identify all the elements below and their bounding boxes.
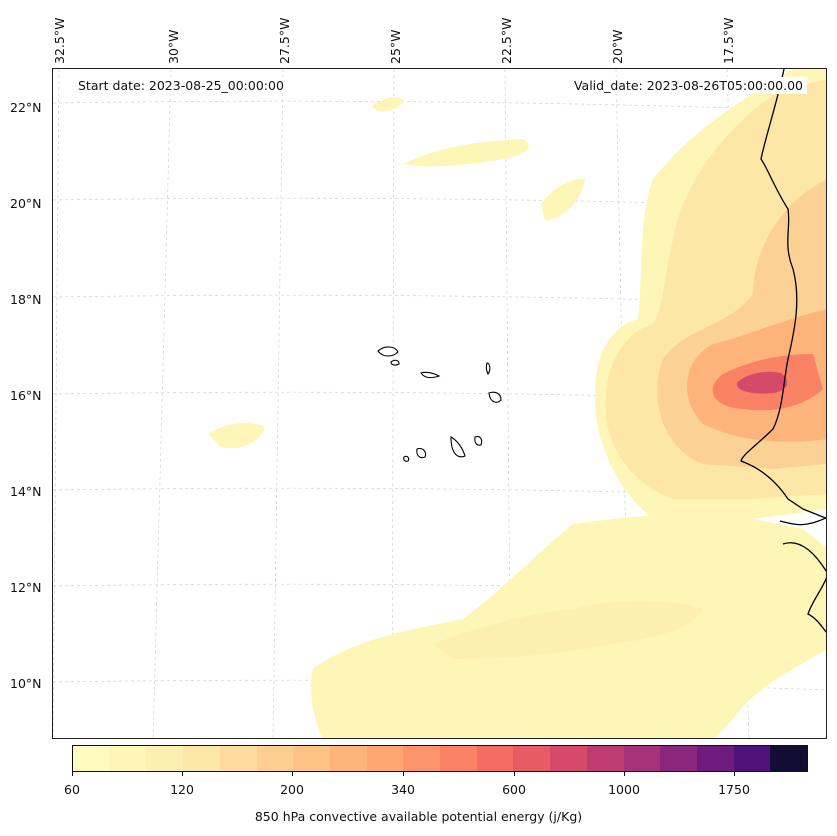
cape-verde-islands	[377, 346, 502, 462]
colorbar-tick	[182, 772, 183, 776]
latitude-label: 14°N	[10, 484, 42, 499]
colorbar-tick-label: 1750	[718, 782, 750, 797]
valid-date-label: Valid_date: 2023-08-26T05:00:00.00	[569, 77, 807, 94]
colorbar-segment	[623, 746, 661, 771]
island-sao-vicente	[390, 359, 400, 366]
island-brava	[403, 455, 410, 462]
colorbar-tick-label: 120	[170, 782, 194, 797]
latitude-label: 20°N	[10, 196, 42, 211]
latitude-label: 10°N	[10, 676, 42, 691]
cape-region-south-120	[433, 600, 703, 659]
colorbar-tick	[734, 772, 735, 776]
colorbar-segment	[146, 746, 184, 771]
colorbar-segment	[183, 746, 220, 771]
colorbar-segment	[403, 746, 441, 771]
island-fogo	[416, 448, 427, 459]
start-date-label: Start date: 2023-08-25_00:00:00	[74, 77, 288, 94]
cape-region-east-1000	[736, 371, 788, 394]
map-panel	[52, 68, 827, 739]
colorbar-tick-label: 200	[280, 782, 304, 797]
colorbar-tick	[292, 772, 293, 776]
island-sal	[485, 362, 491, 376]
african-coastline	[740, 69, 826, 519]
colorbar-tick	[403, 772, 404, 776]
colorbar-tick-label: 60	[64, 782, 80, 797]
coastlines	[740, 69, 826, 633]
longitude-label: 17.5°W	[721, 17, 736, 64]
island-santo-antao	[377, 346, 399, 357]
colorbar-segment	[476, 746, 514, 771]
guinea-bissau-coast	[782, 542, 826, 633]
colorbar-tick-label: 600	[502, 782, 526, 797]
colorbar-segment	[770, 746, 808, 771]
cape-region-top-60	[371, 97, 405, 112]
colorbar-segment	[733, 746, 771, 771]
colorbar-title: 850 hPa convective available potential e…	[254, 809, 583, 824]
cape-contours	[208, 69, 826, 738]
gridline-lon-30	[152, 69, 172, 738]
longitude-label: 22.5°W	[499, 17, 514, 64]
colorbar-segment	[366, 746, 404, 771]
colorbar-segment	[440, 746, 477, 771]
longitude-label: 27.5°W	[277, 17, 292, 64]
colorbar-segment	[550, 746, 587, 771]
longitude-label: 30°W	[166, 29, 181, 64]
colorbar-tick-label: 340	[391, 782, 415, 797]
gridline-lon-25	[391, 69, 395, 738]
island-maio	[474, 435, 483, 446]
colorbar-tick	[72, 772, 73, 776]
gridline-lon-27-5	[272, 69, 284, 738]
latitude-label: 22°N	[10, 100, 42, 115]
gambia-coast	[779, 517, 826, 526]
longitude-label: 32.5°W	[52, 17, 67, 64]
island-boa-vista	[488, 391, 502, 403]
colorbar-tick	[514, 772, 515, 776]
gridline-lon-32-5	[53, 69, 60, 738]
colorbar-segment	[109, 746, 147, 771]
colorbar-segment	[660, 746, 697, 771]
colorbar-segment	[73, 746, 110, 771]
island-sao-nicolau	[420, 371, 441, 379]
cape-region-north-60	[403, 139, 529, 167]
longitude-label: 25°W	[388, 29, 403, 64]
colorbar-segment	[329, 746, 367, 771]
colorbar-tick-label: 1000	[608, 782, 640, 797]
cape-region-north-small	[541, 178, 585, 221]
island-santiago	[450, 436, 466, 458]
cape-map	[53, 69, 826, 738]
latitude-label: 18°N	[10, 292, 42, 307]
latitude-label: 12°N	[10, 580, 42, 595]
cape-region-west-60	[208, 423, 265, 449]
colorbar-segment	[696, 746, 734, 771]
colorbar-tick	[624, 772, 625, 776]
latitude-label: 16°N	[10, 388, 42, 403]
colorbar-segment	[256, 746, 294, 771]
gridline-lat-22	[53, 100, 826, 112]
colorbar-segment	[513, 746, 551, 771]
colorbar	[72, 745, 808, 772]
colorbar-segment	[293, 746, 330, 771]
longitude-label: 20°W	[610, 29, 625, 64]
colorbar-segment	[219, 746, 257, 771]
colorbar-segment	[586, 746, 624, 771]
